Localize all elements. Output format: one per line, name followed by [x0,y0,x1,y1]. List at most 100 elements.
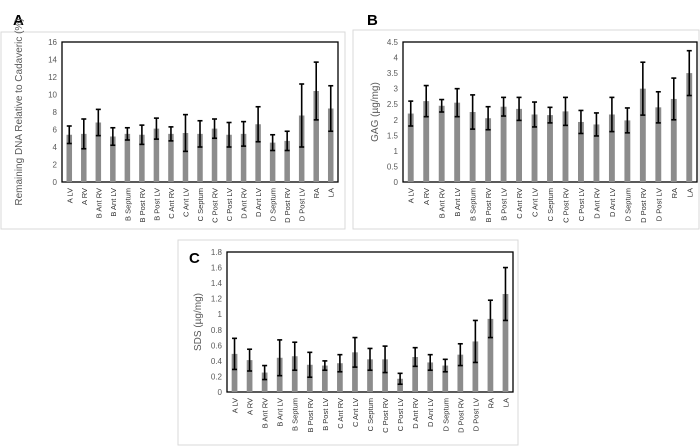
y-tick-label: 0.5 [387,162,399,171]
y-tick-label: 3.5 [387,69,399,78]
y-tick-label: 3 [394,85,399,94]
bar [469,112,476,182]
x-tick-label: C Septum [196,188,205,221]
y-tick-label: 2 [394,116,399,125]
y-tick-label: 8 [53,108,58,117]
x-tick-label: RA [312,188,321,198]
x-tick-label: D Ant LV [608,188,617,217]
bar [168,133,174,182]
y-tick-label: 14 [48,56,57,65]
bar [182,133,189,182]
bar [500,106,507,182]
bar [110,136,116,182]
x-tick-label: B Post RV [306,398,315,432]
x-tick-label: C Post RV [381,398,390,433]
bar [269,142,276,182]
bar [246,360,253,392]
y-tick-label: 6 [53,126,58,135]
bar [211,128,218,182]
x-tick-label: B Septum [291,398,300,431]
bar [66,134,73,182]
x-tick-label: D Post LV [654,188,663,221]
x-tick-label: B Post RV [138,188,147,222]
y-axis-label: GAG (µg/mg) [370,82,381,142]
bar [686,73,693,182]
x-tick-label: D Ant RV [592,188,601,219]
y-tick-label: 1.4 [211,279,223,288]
bar [562,111,569,182]
bar [124,133,131,182]
x-tick-label: D Septum [269,188,278,221]
x-tick-label: RA [670,188,679,198]
y-tick-label: 1.6 [211,264,223,273]
x-tick-label: D Post RV [639,188,648,223]
x-tick-label: LA [327,188,336,197]
bar [472,341,479,392]
x-tick-label: C Post LV [577,188,586,221]
bar [261,372,268,392]
x-tick-label: RA [486,398,495,408]
bar [321,365,328,392]
bar [397,378,403,392]
y-tick-label: 0 [53,178,58,187]
x-tick-label: C Ant RV [336,398,345,429]
y-tick-label: 0 [394,178,399,187]
x-tick-label: A RV [246,398,255,415]
bar [578,121,584,182]
y-tick-label: 4 [394,54,399,63]
x-tick-label: A RV [422,188,431,205]
y-tick-label: 10 [48,91,57,100]
y-tick-label: 2.5 [387,100,399,109]
x-tick-label: D Ant RV [411,398,420,429]
bar [487,318,494,392]
bar [226,134,232,182]
bar [624,120,631,182]
x-tick-label: D Post LV [298,188,307,221]
bar [382,359,388,392]
bar [608,114,615,182]
x-tick-label: B Ant LV [276,398,285,427]
bar [197,133,203,182]
y-tick-label: 16 [48,38,57,47]
bar [457,354,464,392]
bar [427,362,434,392]
x-tick-label: B Septum [469,188,478,221]
x-tick-label: C Septum [366,398,375,431]
x-tick-label: LA [685,188,694,197]
chart-frame [0,31,346,230]
x-tick-label: A RV [80,188,89,205]
bar [153,128,160,182]
y-tick-label: 1.5 [387,131,399,140]
bar [284,140,290,182]
x-tick-label: C Post LV [225,188,234,221]
y-tick-label: 1 [394,147,399,156]
bar [547,115,553,182]
y-tick-label: 1 [218,310,223,319]
chart-B: B 0 0.5 1 1.5 2 2.5 3 3.5 4 4.5 GAG (µg/mg) A LV A RV… [352,12,700,230]
bar [502,294,509,392]
bar [423,101,430,182]
y-axis-label: SDS (µg/mg) [193,293,204,351]
y-tick-label: 0.8 [211,326,223,335]
bar [352,352,358,392]
bar [454,102,461,182]
chart-frame [177,239,519,446]
y-axis-label: Remaining DNA Relative to Cadaveric (%) [14,18,25,205]
bar [516,108,522,182]
bar [438,105,445,182]
bar [593,124,600,182]
x-tick-label: D Post LV [471,398,480,431]
x-tick-label: B Post LV [500,188,509,221]
y-tick-label: 0.2 [211,372,223,381]
bar [412,357,419,392]
x-tick-label: D Ant LV [426,398,435,427]
bar [255,124,261,182]
bar [367,359,373,392]
x-tick-label: B Ant RV [261,398,270,428]
bar [240,133,247,182]
chart-C: C 0 0.2 0.4 0.6 0.8 1 1.2 1.4 1.6 1.8 SDS (µg/mg) A … [177,239,519,446]
x-tick-label: LA [501,398,510,407]
x-tick-label: B Ant RV [438,188,447,218]
chart-frame [352,29,700,230]
bar [139,134,145,182]
